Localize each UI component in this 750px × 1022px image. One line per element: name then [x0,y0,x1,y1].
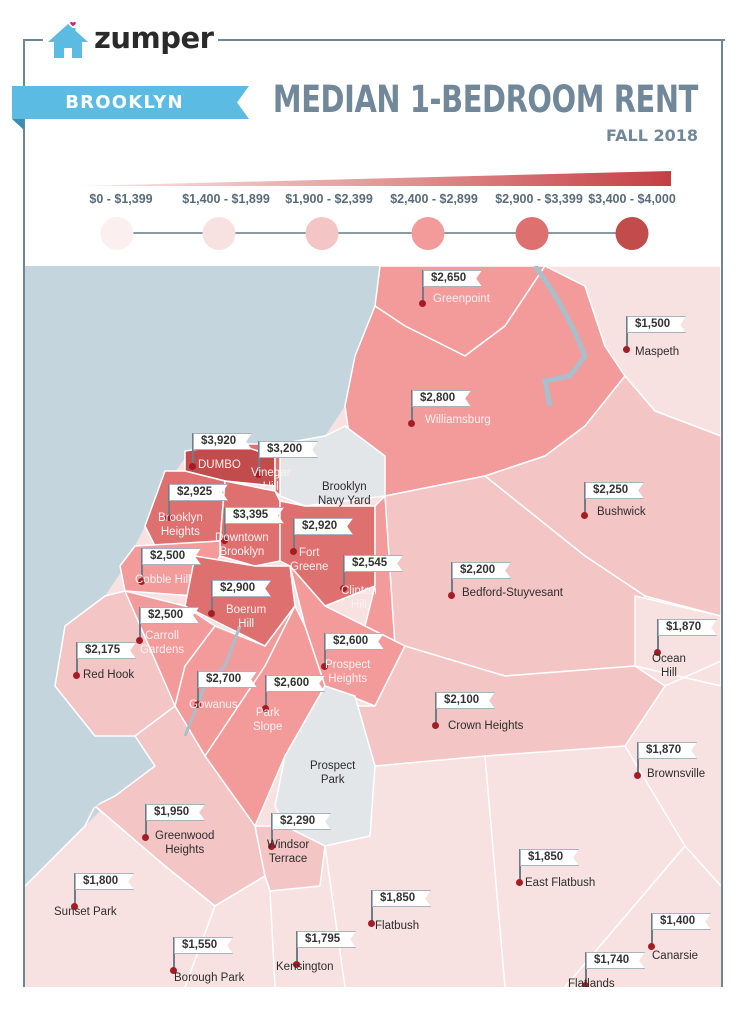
frame-top-left-line [23,39,43,41]
pin-icon [262,705,269,712]
label-brooklyn-heights: Brooklyn Heights [158,512,203,538]
borough-name: BROOKLYN [65,92,184,113]
pin-icon [648,943,655,950]
pin-icon [581,512,588,519]
label-gowanus: Gowanus [189,699,238,711]
label-downtown: Downtown Brooklyn [215,532,269,558]
brand-name: zumper [94,21,214,55]
label-sunset-park: Sunset Park [54,906,117,918]
legend-range-5: $2,900 - $3,399 [495,192,583,206]
pin-icon [623,346,630,353]
label-boerum-hill: Boerum Hill [226,604,267,630]
heart-icon [70,21,76,27]
region-park-slope [204,605,326,827]
map-regions [25,266,721,987]
legend-range-1: $0 - $1,399 [89,192,153,206]
label-prospect-heights: Prospect Heights [325,659,371,685]
label-ocean-hill: Ocean Hill [652,653,686,679]
label-fort-greene: Fort Greene [290,547,329,573]
label-clinton-hill: Clinton Hill [341,585,377,611]
zumper-logo: zumper [46,16,214,60]
legend-range-3: $1,900 - $2,399 [285,192,373,206]
pin-icon [293,961,300,968]
label-red-hook: Red Hook [83,669,135,681]
legend-swatch-4 [411,217,445,250]
label-carroll-gardens: Carroll Gardens [140,630,185,656]
pin-icon [368,920,375,927]
label-east-flatbush: East Flatbush [525,877,596,889]
pin-icon [189,463,196,470]
label-park-slope: Park Slope [253,707,283,733]
brooklyn-map: $2,650 Greenpoint $1,500 Maspeth $2,800 … [25,266,721,987]
pin-icon [419,300,426,307]
water-east-river [25,266,380,886]
pin-icon [654,649,661,656]
legend-range-2: $1,400 - $1,899 [182,192,270,206]
legend-range-4: $2,400 - $2,899 [390,192,478,206]
pin-icon [221,537,228,544]
page-subtitle: FALL 2018 [606,126,698,145]
pin-icon [255,471,262,478]
legend-swatch-1 [100,217,134,250]
frame-top-right-line [218,39,725,41]
legend-labels: $0 - $1,399 $1,400 - $1,899 $1,900 - $2,… [78,192,678,210]
pin-icon [71,903,78,910]
region-ocean-hill [634,595,721,687]
label-greenwood-heights: Greenwood Heights [155,830,215,856]
pin-icon [321,663,328,670]
legend-connector-line [120,232,630,234]
legend-swatch-3 [305,217,339,250]
pin-icon [290,548,297,555]
borough-ribbon: BROOKLYN [12,86,249,130]
house-icon [48,21,88,58]
legend-range-6: $3,400 - $4,000 [588,192,676,206]
pin-icon [142,834,149,841]
label-cobble-hill: Cobble Hill [135,574,191,586]
pin-icon [408,420,415,427]
label-crown-heights: Crown Heights [448,720,524,732]
legend-swatch-6 [615,217,649,250]
label-greenpoint: Greenpoint [433,293,490,305]
pin-icon [194,701,201,708]
pin-icon [516,879,523,886]
legend-swatch-2 [202,217,236,250]
label-canarsie: Canarsie [652,950,699,962]
label-prospect-park: Prospect Park [310,760,356,786]
pin-icon [170,967,177,974]
label-borough-park: Borough Park [174,972,245,984]
label-dumbo: DUMBO [198,459,241,471]
pin-icon [432,722,439,729]
legend-gradient-wedge [80,171,671,186]
page-title: MEDIAN 1-BEDROOM RENT [272,78,698,121]
label-williamsburg: Williamsburg [425,414,491,426]
label-flatbush: Flatbush [375,920,420,932]
pin-icon [268,843,275,850]
pin-icon [340,585,347,592]
pin-icon [582,982,589,987]
label-brownsville: Brownsville [647,768,706,780]
label-bed-stuy: Bedford-Stuyvesant [462,587,564,599]
label-navy-yard: Brooklyn Navy Yard [318,481,371,507]
region-crown-heights [354,645,666,767]
pin-icon [165,514,172,521]
label-maspeth: Maspeth [635,346,680,358]
pin-icon [448,592,455,599]
legend-swatch-5 [515,217,549,250]
label-windsor-terrace: Windsor Terrace [267,839,310,865]
label-kensington: Kensington [276,961,334,973]
pin-icon [73,672,80,679]
pin-icon [136,637,143,644]
pin-icon [208,610,215,617]
label-flatlands: Flatlands [568,978,615,987]
label-bushwick: Bushwick [597,506,646,518]
pin-icon [138,578,145,585]
label-vinegar-hill: Vinegar Hill [251,467,291,493]
pin-icon [634,772,641,779]
